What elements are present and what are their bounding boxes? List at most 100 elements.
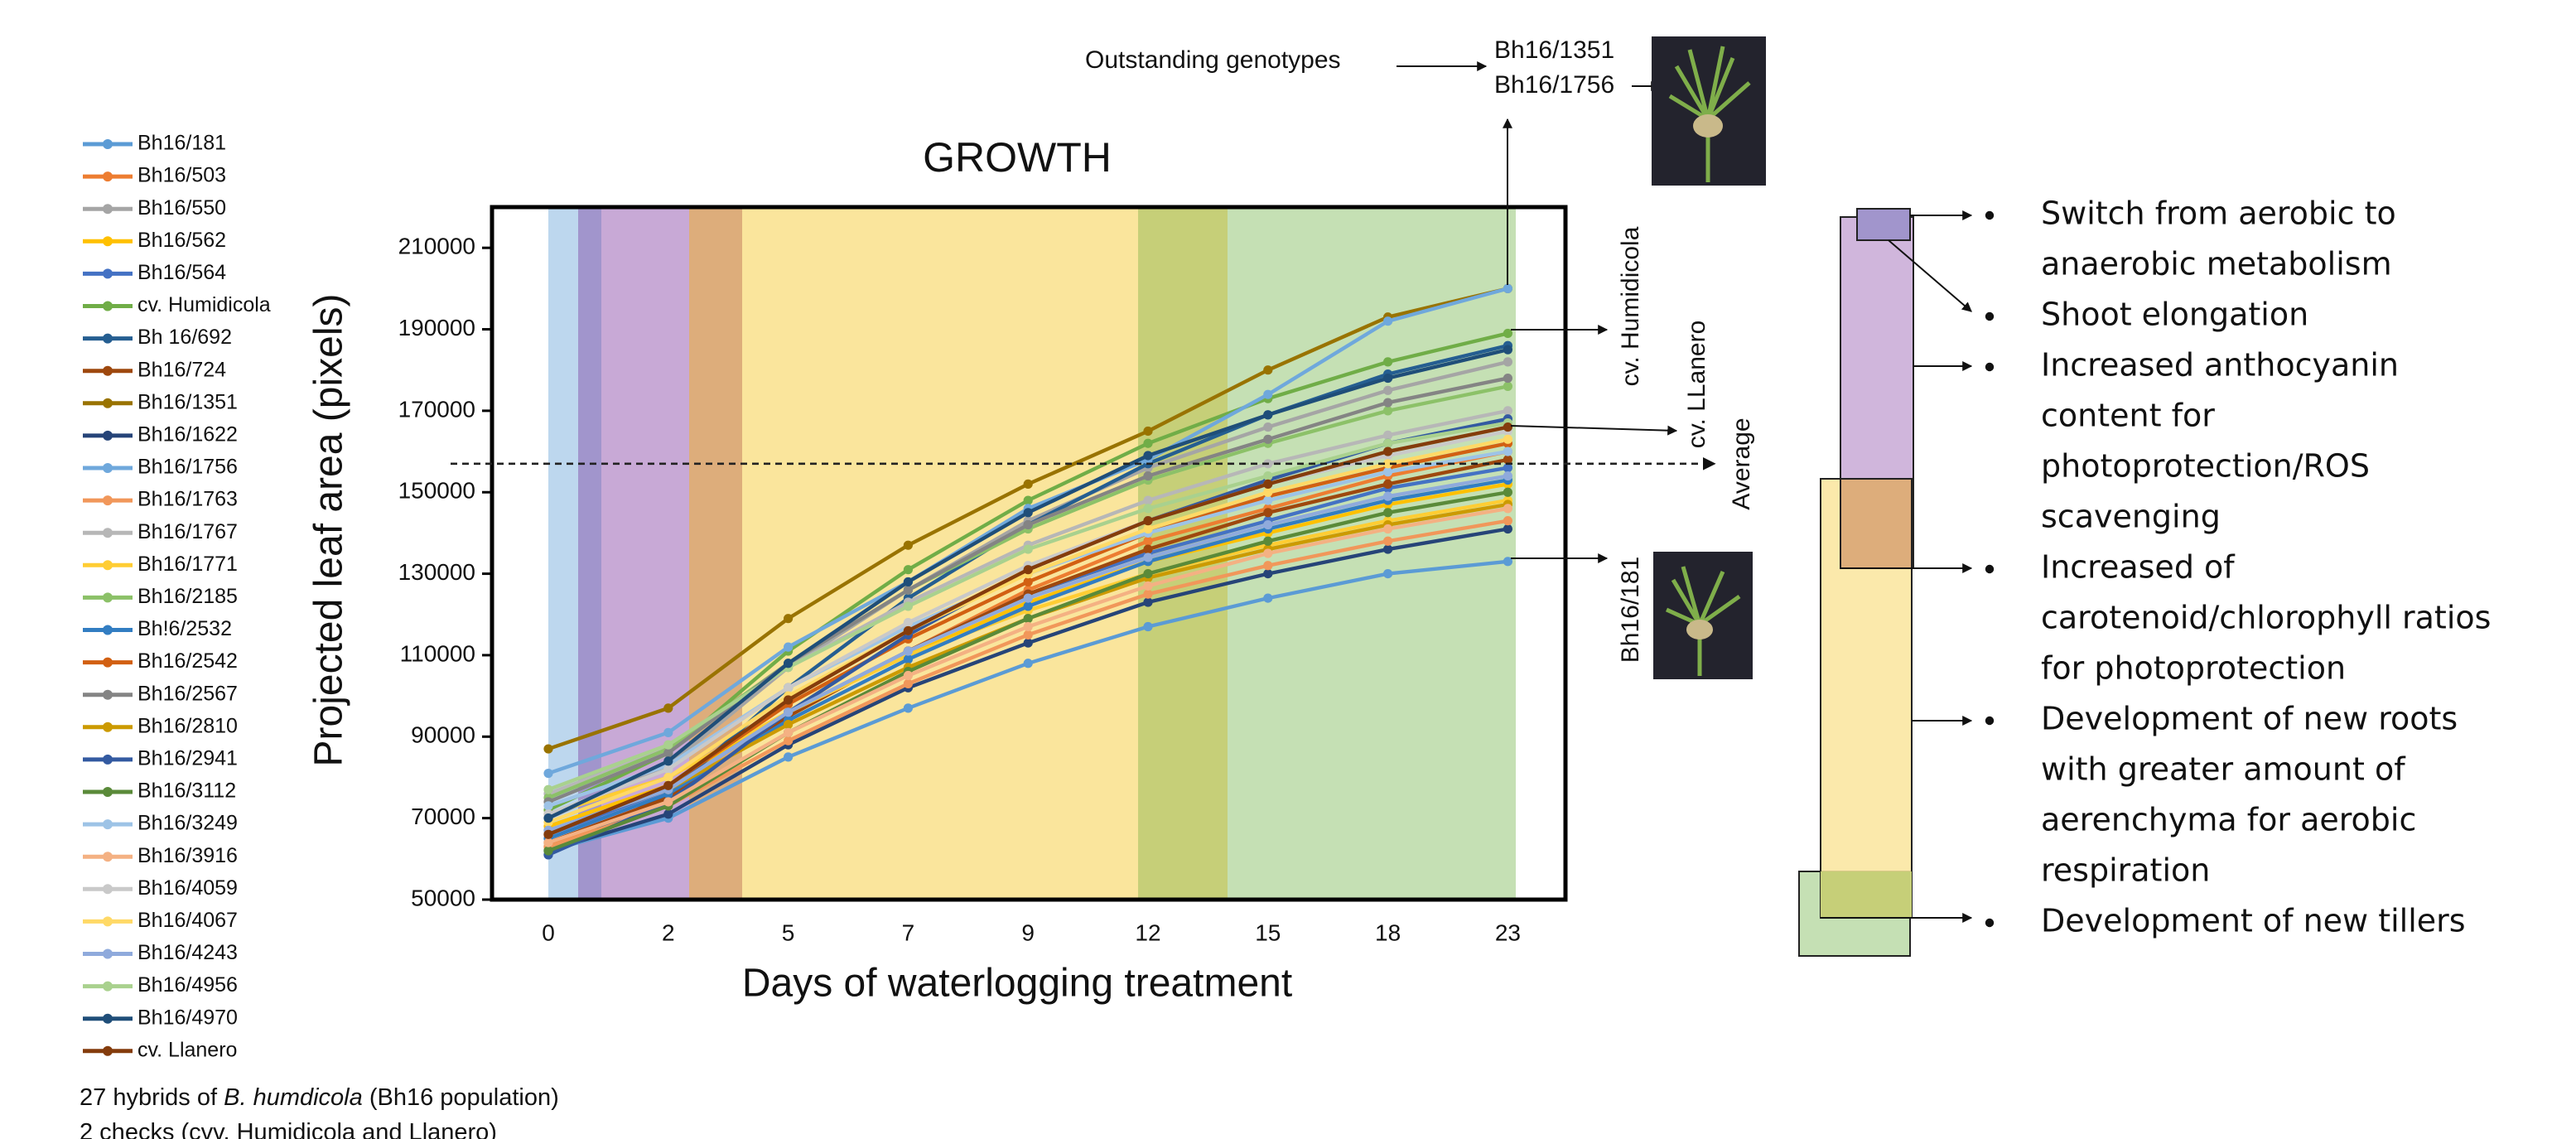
data-point xyxy=(1024,630,1033,639)
data-point xyxy=(543,846,552,855)
y-tick-label: 110000 xyxy=(400,640,475,666)
data-point xyxy=(1143,553,1152,562)
footnote-line: 27 hybrids of B. humdicola (Bh16 populat… xyxy=(80,1084,559,1111)
data-point xyxy=(1143,544,1152,553)
arrow xyxy=(1511,426,1676,431)
response-text: content for xyxy=(2041,398,2215,434)
data-point xyxy=(1503,516,1512,525)
data-point xyxy=(1263,520,1272,529)
legend-marker xyxy=(103,592,113,602)
data-point xyxy=(1263,569,1272,578)
plant-photo xyxy=(1653,552,1753,679)
data-point xyxy=(1143,451,1152,460)
data-point xyxy=(1024,601,1033,611)
legend-marker xyxy=(103,722,113,732)
x-tick-label: 0 xyxy=(542,919,555,945)
legend-marker xyxy=(103,171,113,181)
legend-label: Bh16/4956 xyxy=(137,973,238,997)
legend-marker xyxy=(103,463,113,473)
bullet xyxy=(1985,717,1994,725)
y-tick-label: 190000 xyxy=(398,315,475,340)
data-point xyxy=(784,643,793,652)
data-point xyxy=(1143,537,1152,546)
response-text: scavenging xyxy=(2041,499,2221,535)
legend-marker xyxy=(103,787,113,797)
data-point xyxy=(784,707,793,717)
legend-label: Bh16/4970 xyxy=(137,1006,238,1029)
response-text: with greater amount of xyxy=(2041,751,2406,788)
y-tick-label: 130000 xyxy=(398,559,475,585)
phase-box xyxy=(1840,479,1912,568)
legend-marker xyxy=(103,528,113,538)
data-point xyxy=(1263,548,1272,557)
data-point xyxy=(1503,504,1512,513)
legend-marker xyxy=(103,755,113,765)
chart-title: GROWTH xyxy=(923,134,1112,181)
data-point xyxy=(1143,471,1152,480)
figure: GROWTH Days of waterlogging treatment Pr… xyxy=(0,0,2576,1139)
data-point xyxy=(1143,427,1152,436)
y-tick-label: 150000 xyxy=(398,478,475,504)
legend-label: Bh16/1351 xyxy=(137,390,238,413)
x-tick-label: 12 xyxy=(1135,919,1160,945)
data-point xyxy=(1383,357,1392,366)
data-point xyxy=(904,646,913,655)
data-point xyxy=(1024,614,1033,623)
data-point xyxy=(663,756,673,765)
data-point xyxy=(1383,374,1392,383)
legend-marker xyxy=(103,495,113,505)
legend-label: Bh16/724 xyxy=(137,358,226,381)
legend-label: Bh16/1767 xyxy=(137,520,238,543)
data-point xyxy=(543,785,552,794)
annotation: Bh16/1756 xyxy=(1494,71,1614,99)
data-point xyxy=(663,781,673,790)
data-point xyxy=(1024,593,1033,602)
footnote-line: 2 checks (cvv. Humidicola and Llanero) xyxy=(80,1119,497,1139)
x-tick-label: 7 xyxy=(902,919,915,945)
data-point xyxy=(1383,431,1392,440)
x-tick-label: 9 xyxy=(1021,919,1035,945)
data-point xyxy=(1263,488,1272,497)
footnote-part: B. humdicola xyxy=(224,1084,363,1111)
x-tick-label: 23 xyxy=(1495,919,1521,945)
bullet xyxy=(1985,363,1994,371)
data-point xyxy=(904,626,913,635)
bullet xyxy=(1985,211,1994,220)
legend-label: Bh16/2941 xyxy=(137,747,238,770)
legend-marker xyxy=(103,982,113,992)
bullet xyxy=(1985,312,1994,321)
data-point xyxy=(1263,537,1272,546)
legend-marker xyxy=(103,1014,113,1024)
bullet xyxy=(1985,919,1994,927)
data-point xyxy=(784,683,793,693)
footnote: 27 hybrids of B. humdicola (Bh16 populat… xyxy=(80,1084,559,1139)
data-point xyxy=(543,769,552,778)
data-point xyxy=(1143,582,1152,591)
data-point xyxy=(1024,495,1033,504)
data-point xyxy=(1503,284,1512,293)
legend-label: Bh16/3916 xyxy=(137,844,238,867)
legend-marker xyxy=(103,852,113,861)
y-tick-label: 210000 xyxy=(398,234,475,259)
legend-label: Bh16/1771 xyxy=(137,553,238,576)
data-point xyxy=(543,744,552,753)
legend-marker xyxy=(103,658,113,668)
data-point xyxy=(663,797,673,806)
legend-marker xyxy=(103,431,113,441)
data-point xyxy=(1024,508,1033,517)
data-point xyxy=(543,813,552,823)
x-tick-label: 18 xyxy=(1375,919,1401,945)
data-point xyxy=(784,736,793,746)
response-text: for photoprotection xyxy=(2041,650,2346,687)
response-text: Increased anthocyanin xyxy=(2041,347,2399,384)
data-point xyxy=(1263,593,1272,602)
phase-box xyxy=(1857,209,1910,240)
data-point xyxy=(663,728,673,737)
data-point xyxy=(904,671,913,680)
data-point xyxy=(1503,374,1512,383)
legend-label: Bh16/550 xyxy=(137,196,226,220)
data-point xyxy=(1263,495,1272,504)
annotation: cv. LLanero xyxy=(1683,321,1710,449)
legend-marker xyxy=(103,690,113,700)
data-point xyxy=(1263,422,1272,432)
